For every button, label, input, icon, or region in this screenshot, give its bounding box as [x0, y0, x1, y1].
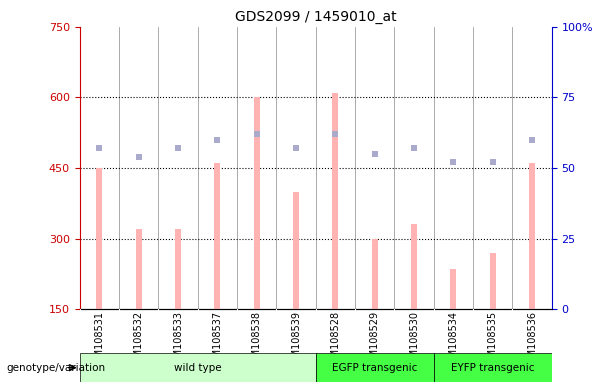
Bar [434, 353, 552, 382]
Bar [215, 163, 220, 309]
Bar [175, 229, 181, 309]
Bar [135, 229, 142, 309]
Text: EYFP transgenic: EYFP transgenic [451, 362, 535, 373]
Text: GSM108532: GSM108532 [134, 311, 143, 371]
Bar [80, 353, 316, 382]
Text: GSM108531: GSM108531 [94, 311, 104, 370]
Text: GSM108529: GSM108529 [370, 311, 379, 371]
Title: GDS2099 / 1459010_at: GDS2099 / 1459010_at [235, 10, 397, 25]
Text: GSM108533: GSM108533 [173, 311, 183, 370]
Bar [332, 93, 338, 309]
Text: GSM108537: GSM108537 [212, 311, 223, 371]
Bar [529, 163, 535, 309]
Text: GSM108528: GSM108528 [330, 311, 340, 371]
Bar [96, 168, 102, 309]
Bar [411, 224, 417, 309]
Text: GSM108539: GSM108539 [291, 311, 301, 370]
Text: GSM108534: GSM108534 [448, 311, 459, 370]
Text: EGFP transgenic: EGFP transgenic [332, 362, 417, 373]
Bar [254, 98, 260, 309]
Bar [316, 353, 434, 382]
Text: wild type: wild type [174, 362, 221, 373]
Text: GSM108535: GSM108535 [488, 311, 498, 371]
Bar [371, 238, 378, 309]
Bar [451, 269, 456, 309]
Text: GSM108538: GSM108538 [252, 311, 262, 370]
Text: GSM108536: GSM108536 [527, 311, 537, 370]
Text: genotype/variation: genotype/variation [6, 362, 105, 373]
Bar [293, 192, 299, 309]
Bar [490, 253, 496, 309]
Text: GSM108530: GSM108530 [409, 311, 419, 370]
